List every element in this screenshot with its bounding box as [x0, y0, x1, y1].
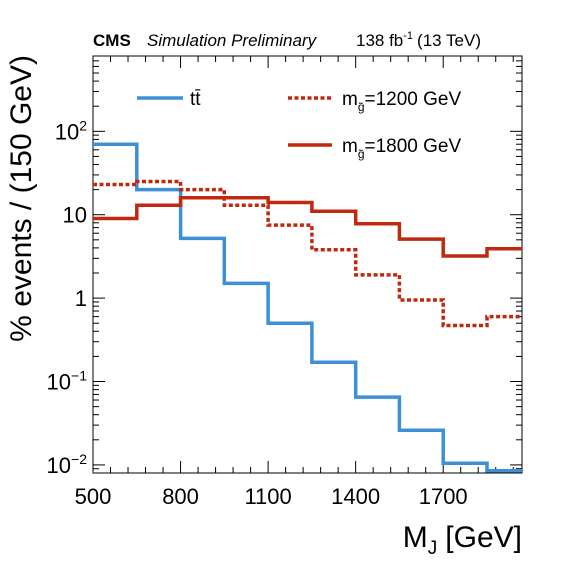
- legend-label-1: mg̃=1200 GeV: [342, 89, 462, 114]
- series-line-2: [93, 195, 522, 258]
- x-axis-title-unit: [GeV]: [445, 521, 522, 554]
- legend-label-2: mg̃=1800 GeV: [342, 136, 462, 161]
- y-tick-label-exp: −2: [71, 451, 87, 467]
- x-axis-title: MJ [GeV]: [403, 521, 522, 559]
- legend-label-main: m: [342, 89, 358, 110]
- y-tick-label-base: 1: [75, 286, 87, 311]
- x-tick-label: 1100: [244, 484, 291, 509]
- y-tick-label: 102: [55, 117, 87, 144]
- plot-frame: [92, 55, 523, 474]
- x-tick-label: 500: [75, 484, 112, 509]
- y-tick-label-base: 10: [47, 453, 71, 478]
- x-tick-label: 800: [162, 484, 199, 509]
- y-tick-label-base: 10: [63, 203, 87, 228]
- y-axis-title: % events / (150 GeV): [5, 55, 38, 342]
- y-tick-label-base: 10: [55, 119, 79, 144]
- y-tick-label-exp: 2: [79, 117, 87, 133]
- legend-label-0: tt̄: [190, 89, 201, 110]
- x-axis-title-sub: J: [428, 538, 438, 559]
- status-label: Simulation Preliminary: [147, 31, 318, 50]
- x-axis-title-main: M: [403, 521, 428, 554]
- lumi-value: 138 fb: [356, 31, 403, 50]
- y-tick-label-base: 10: [47, 370, 71, 395]
- y-tick-label: 1: [75, 286, 87, 311]
- y-tick-label: 10−2: [47, 451, 88, 478]
- x-tick-label: 1400: [331, 484, 380, 509]
- energy-label: (13 TeV): [417, 31, 481, 50]
- lumi-label: 138 fb-1 (13 TeV): [356, 30, 481, 50]
- legend-label-sub: g̃: [358, 100, 365, 114]
- experiment-label: CMS: [93, 31, 131, 50]
- legend-label-rest: =1200 GeV: [365, 89, 462, 110]
- legend-label-rest: =1800 GeV: [365, 136, 462, 157]
- legend-label-main: m: [342, 136, 358, 157]
- lumi-exp: -1: [403, 30, 413, 42]
- y-tick-label: 10−1: [47, 368, 88, 395]
- series-line-1: [93, 179, 522, 328]
- y-tick-label-exp: −1: [71, 368, 87, 384]
- x-tick-label: 1700: [419, 484, 468, 509]
- series-line-0: [93, 142, 522, 473]
- y-tick-label: 10: [63, 203, 87, 228]
- legend-label-sub: g̃: [358, 147, 365, 161]
